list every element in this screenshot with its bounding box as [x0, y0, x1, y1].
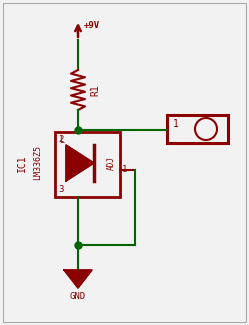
Polygon shape — [66, 145, 94, 181]
Text: L: L — [59, 136, 64, 145]
Text: 1: 1 — [173, 119, 179, 129]
Bar — [55, 132, 120, 197]
Text: 2: 2 — [58, 135, 63, 144]
Text: 3: 3 — [58, 185, 63, 194]
Text: R1: R1 — [90, 84, 100, 96]
Text: LM336Z5: LM336Z5 — [34, 146, 43, 180]
Bar — [167, 115, 228, 143]
Text: GND: GND — [70, 292, 86, 301]
Polygon shape — [64, 270, 92, 288]
Circle shape — [195, 118, 217, 140]
Text: +9V: +9V — [84, 20, 100, 30]
Text: 1: 1 — [122, 165, 127, 175]
Text: ADJ: ADJ — [107, 156, 116, 170]
Text: IC1: IC1 — [17, 154, 27, 172]
